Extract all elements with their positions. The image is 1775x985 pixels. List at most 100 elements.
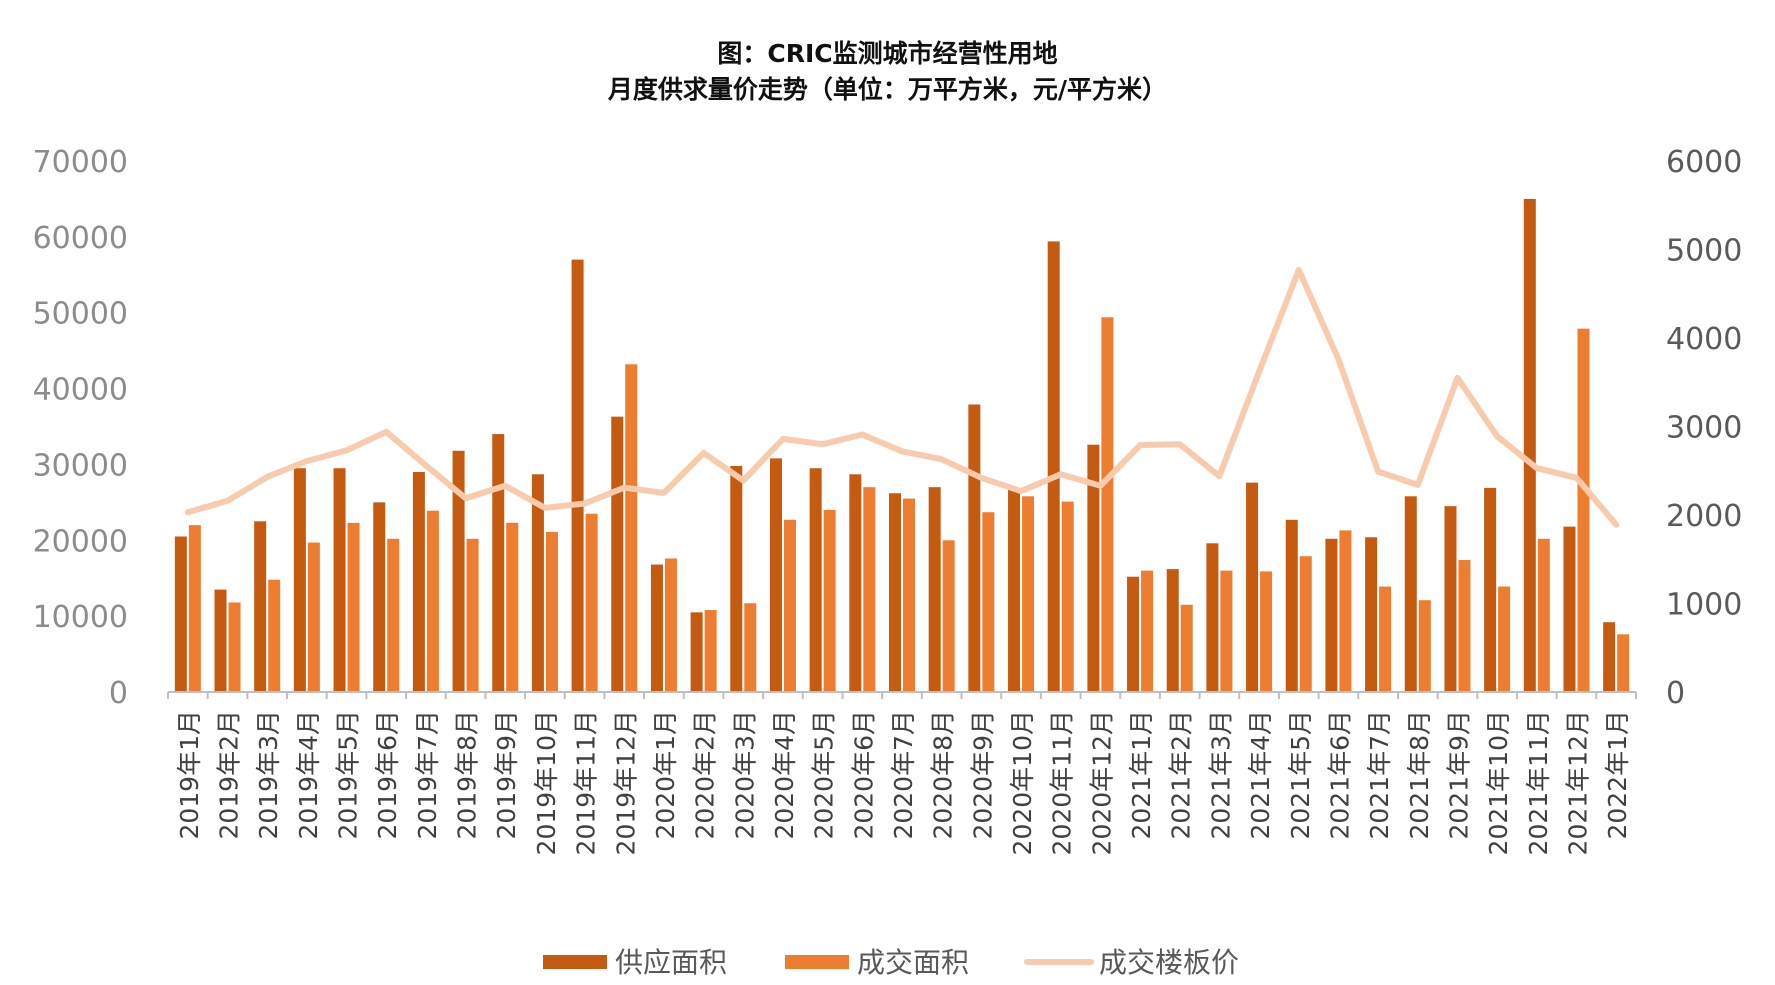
x-axis-category-label: 2021年4月 xyxy=(1246,710,1275,840)
deal-bar xyxy=(863,487,876,692)
deal-bar xyxy=(1061,501,1074,692)
x-axis-category-label: 2020年3月 xyxy=(730,710,759,840)
x-axis-category-label: 2019年12月 xyxy=(611,710,640,855)
left-axis-tick-label: 0 xyxy=(109,676,128,711)
supply-bar xyxy=(1603,622,1616,692)
deal-bar xyxy=(228,602,241,692)
right-axis-tick-label: 6000 xyxy=(1666,145,1742,180)
deal-bar xyxy=(1022,496,1035,692)
supply-bar xyxy=(889,493,901,692)
legend-swatch-supply xyxy=(543,955,607,969)
deal-bar xyxy=(1260,571,1273,692)
deal-bar xyxy=(307,542,320,692)
supply-bar xyxy=(928,487,941,692)
x-axis-category-label: 2019年9月 xyxy=(492,710,521,840)
supply-bar xyxy=(650,564,663,692)
supply-bar xyxy=(1087,444,1100,692)
supply-bar xyxy=(730,465,743,692)
deal-bar xyxy=(1339,530,1352,692)
supply-bar xyxy=(769,458,782,692)
x-axis-category-label: 2020年4月 xyxy=(770,710,799,840)
x-axis-category-label: 2020年9月 xyxy=(968,710,997,840)
left-axis-tick-label: 20000 xyxy=(33,524,128,559)
x-axis-category-label: 2019年3月 xyxy=(254,710,283,840)
deal-bar xyxy=(188,525,201,692)
chart-title: 图：CRIC监测城市经营性用地 xyxy=(717,39,1058,68)
deal-bar xyxy=(347,522,360,692)
right-axis-tick-label: 2000 xyxy=(1666,499,1742,534)
x-axis-category-label: 2020年8月 xyxy=(929,710,958,840)
legend-label-supply: 供应面积 xyxy=(615,946,727,979)
x-axis-category-label: 2021年2月 xyxy=(1167,710,1196,840)
deal-bar xyxy=(585,513,598,692)
x-axis-category-label: 2022年1月 xyxy=(1603,710,1632,840)
supply-bar xyxy=(1563,526,1576,692)
x-axis-category-label: 2021年12月 xyxy=(1563,710,1592,855)
legend-swatch-deal xyxy=(785,955,849,969)
x-axis-category-label: 2019年10月 xyxy=(532,710,561,855)
supply-bar xyxy=(1325,538,1338,692)
x-axis-category-label: 2021年10月 xyxy=(1484,710,1513,855)
supply-bar xyxy=(611,416,624,692)
supply-bar xyxy=(1285,519,1298,692)
x-axis-category-label: 2021年6月 xyxy=(1325,710,1354,840)
supply-bar xyxy=(1523,198,1536,692)
supply-bar xyxy=(1166,569,1179,692)
x-axis-category-label: 2021年7月 xyxy=(1365,710,1394,840)
deal-bar xyxy=(1418,600,1431,692)
right-axis-tick-label: 0 xyxy=(1666,676,1685,711)
deal-bar xyxy=(545,531,558,692)
deal-bar xyxy=(1141,570,1154,692)
supply-bar xyxy=(1127,576,1140,692)
left-axis-tick-label: 40000 xyxy=(33,373,128,408)
supply-bar xyxy=(254,521,267,692)
x-axis-category-label: 2019年1月 xyxy=(175,710,204,840)
right-axis-tick-label: 4000 xyxy=(1666,322,1742,357)
legend-label-deal: 成交面积 xyxy=(857,946,969,979)
supply-bar xyxy=(531,474,544,692)
supply-bar xyxy=(373,502,386,692)
supply-bar xyxy=(968,404,981,692)
x-axis-category-label: 2020年2月 xyxy=(691,710,720,840)
deal-bar xyxy=(1458,560,1471,692)
supply-bar xyxy=(293,468,306,692)
x-axis-category-label: 2019年6月 xyxy=(373,710,402,840)
deal-bar xyxy=(744,603,757,692)
x-axis-category-label: 2019年2月 xyxy=(215,710,244,840)
supply-bar xyxy=(571,259,584,692)
right-axis-tick-label: 5000 xyxy=(1666,234,1742,269)
x-axis-category-label: 2021年5月 xyxy=(1286,710,1315,840)
deal-bar xyxy=(903,498,915,692)
x-axis-category-label: 2019年7月 xyxy=(413,710,442,840)
x-axis-category-label: 2020年5月 xyxy=(810,710,839,840)
supply-bar xyxy=(492,434,505,692)
left-axis-tick-label: 60000 xyxy=(33,221,128,256)
supply-bar xyxy=(690,612,703,692)
supply-bar xyxy=(1246,482,1259,692)
x-axis-category-label: 2021年11月 xyxy=(1524,710,1553,855)
deal-bar xyxy=(942,540,955,692)
chart-subtitle: 月度供求量价走势（单位：万平方米，元/平方米） xyxy=(607,75,1168,104)
deal-bar xyxy=(1577,328,1590,692)
deal-bar xyxy=(1617,634,1630,692)
x-axis-category-label: 2020年6月 xyxy=(849,710,878,840)
supply-bar xyxy=(1404,496,1417,692)
right-axis-tick-label: 3000 xyxy=(1666,411,1742,446)
deal-bar xyxy=(1101,317,1114,692)
left-axis-tick-label: 30000 xyxy=(33,448,128,483)
x-axis-category-label: 2020年1月 xyxy=(651,710,680,840)
supply-bar xyxy=(849,474,862,692)
supply-bar xyxy=(1484,487,1497,692)
deal-bar xyxy=(387,538,400,692)
deal-bar xyxy=(426,510,439,692)
legend-label-price: 成交楼板价 xyxy=(1099,946,1239,979)
supply-bar xyxy=(1047,241,1060,692)
deal-bar xyxy=(1498,586,1511,692)
x-axis-category-label: 2020年7月 xyxy=(889,710,918,840)
left-axis-tick-label: 10000 xyxy=(33,600,128,635)
x-axis-category-label: 2021年8月 xyxy=(1405,710,1434,840)
supply-bar xyxy=(809,468,822,692)
price-line xyxy=(184,266,1620,528)
